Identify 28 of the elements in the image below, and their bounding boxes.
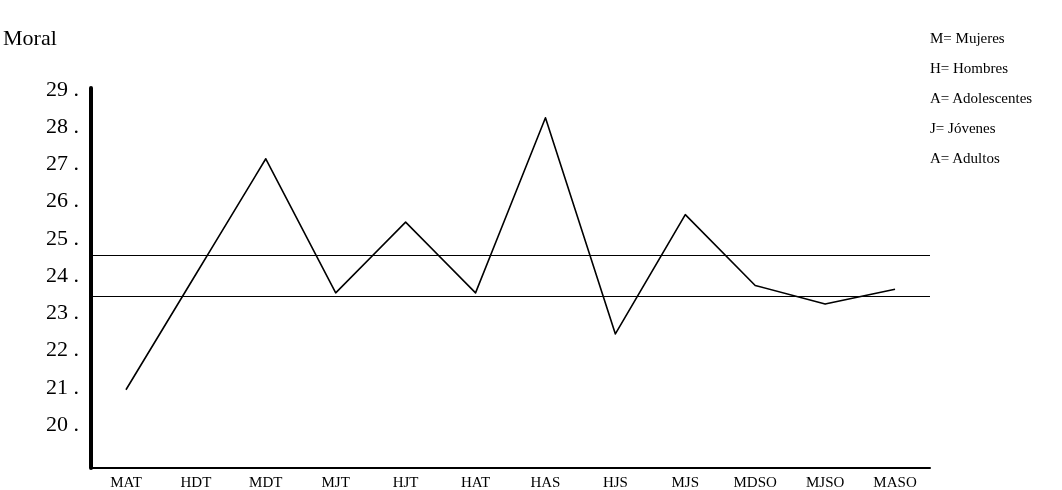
annotation: J= Jóvenes [930,119,996,136]
y-tick-label: 20 . [46,410,79,436]
x-tick-label: MJS [671,473,700,490]
x-tick-label: HJS [602,473,628,490]
y-tick-label: 23 . [46,299,79,325]
y-axis-title: Moral [3,24,57,50]
y-tick-label: 28 . [46,112,79,138]
y-tick-label: 26 . [46,187,79,213]
x-tick-label: MAT [110,473,142,490]
x-tick-label: MJT [321,473,350,490]
x-tick-label: MDSO [733,473,778,490]
x-tick-label: HDT [180,473,212,490]
x-tick-label: MDT [249,473,283,490]
x-tick-label: MASO [873,473,917,490]
y-tick-label: 29 . [46,75,79,101]
x-tick-label: HAT [460,473,491,490]
y-tick-label: 27 . [46,150,79,176]
x-tick-label: HAS [530,473,561,490]
y-tick-label: 22 . [46,336,79,362]
y-tick-label: 21 . [46,373,79,399]
x-tick-label: HJT [392,473,419,490]
annotation: A= Adultos [930,149,1000,166]
y-tick-label: 24 . [46,261,79,287]
text: H= Hombres [930,59,1009,76]
annotation: A= Adolescentes [930,89,1033,106]
x-tick-label: MJSO [805,473,845,490]
y-tick-label: 25 . [46,224,79,250]
text: M= Mujeres [930,29,1005,46]
